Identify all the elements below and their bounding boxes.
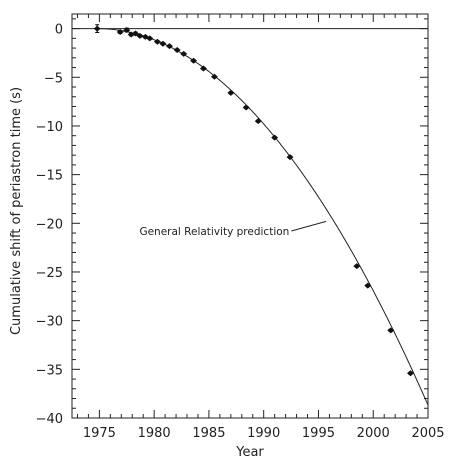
data-point (271, 134, 279, 141)
point-marker (227, 89, 235, 96)
data-point (242, 104, 250, 111)
y-tick-label: −5 (44, 71, 63, 86)
data-point (146, 35, 154, 42)
gr-prediction-curve (97, 28, 429, 406)
y-tick-label: −20 (36, 217, 63, 232)
x-tick-label: 2005 (411, 426, 444, 441)
point-marker (254, 118, 262, 125)
data-point (227, 89, 235, 96)
data-point (153, 38, 161, 45)
point-marker (353, 263, 361, 270)
data-point (116, 29, 124, 36)
point-marker (153, 38, 161, 45)
y-tick-label: −40 (36, 412, 63, 427)
annotation-label: General Relativity prediction (139, 226, 289, 238)
x-tick-label: 1995 (302, 426, 335, 441)
y-tick-label: −30 (36, 315, 63, 330)
data-points (93, 24, 414, 377)
data-point (364, 282, 372, 289)
data-point (387, 327, 395, 334)
data-point (407, 370, 414, 377)
y-tick-label: −15 (36, 169, 63, 184)
point-marker (136, 32, 144, 39)
data-point (159, 40, 167, 47)
x-tick-label: 1985 (192, 426, 225, 441)
point-marker (173, 47, 181, 54)
point-marker (364, 282, 372, 289)
point-marker (199, 65, 207, 72)
y-tick-labels: 0 −5 −10 −15 −20 −25 −30 −35 −40 (36, 23, 63, 427)
point-marker (166, 43, 173, 50)
data-point (199, 65, 207, 72)
point-marker (132, 30, 139, 37)
data-point (353, 263, 361, 270)
data-point (210, 73, 218, 80)
data-point (93, 24, 101, 33)
point-marker (146, 35, 154, 42)
point-marker (407, 370, 414, 377)
plot-area: General Relativity prediction (71, 13, 429, 419)
axis-ticks (72, 14, 429, 419)
point-marker (190, 57, 198, 64)
point-marker (180, 50, 188, 57)
x-tick-labels: 1975 1980 1985 1990 1995 2000 2005 (83, 426, 445, 441)
plot-frame (71, 13, 429, 419)
y-tick-label: −35 (36, 363, 63, 378)
point-marker (271, 134, 279, 141)
x-tick-label: 1975 (83, 426, 116, 441)
data-point (166, 43, 173, 50)
point-marker (286, 154, 294, 161)
point-marker (387, 327, 395, 334)
y-tick-label: −10 (36, 120, 63, 135)
point-marker (116, 29, 124, 36)
data-point (254, 118, 262, 125)
y-tick-label: 0 (55, 23, 63, 38)
data-point (286, 154, 294, 161)
y-axis-title: Cumulative shift of periastron time (s) (9, 87, 24, 335)
annotation-pointer (291, 220, 327, 232)
point-marker (242, 104, 250, 111)
x-tick-label: 1980 (138, 426, 171, 441)
point-marker (159, 40, 167, 47)
data-point (132, 30, 139, 37)
data-point (136, 32, 144, 39)
data-point (173, 47, 181, 54)
x-tick-label: 1990 (247, 426, 280, 441)
data-point (190, 57, 198, 64)
point-marker (93, 25, 101, 32)
data-point (180, 50, 188, 57)
point-marker (210, 73, 218, 80)
data-point (123, 27, 131, 34)
point-marker (123, 27, 131, 34)
x-axis-title: Year (235, 445, 264, 460)
y-tick-label: −25 (36, 266, 63, 281)
x-tick-label: 2000 (357, 426, 390, 441)
